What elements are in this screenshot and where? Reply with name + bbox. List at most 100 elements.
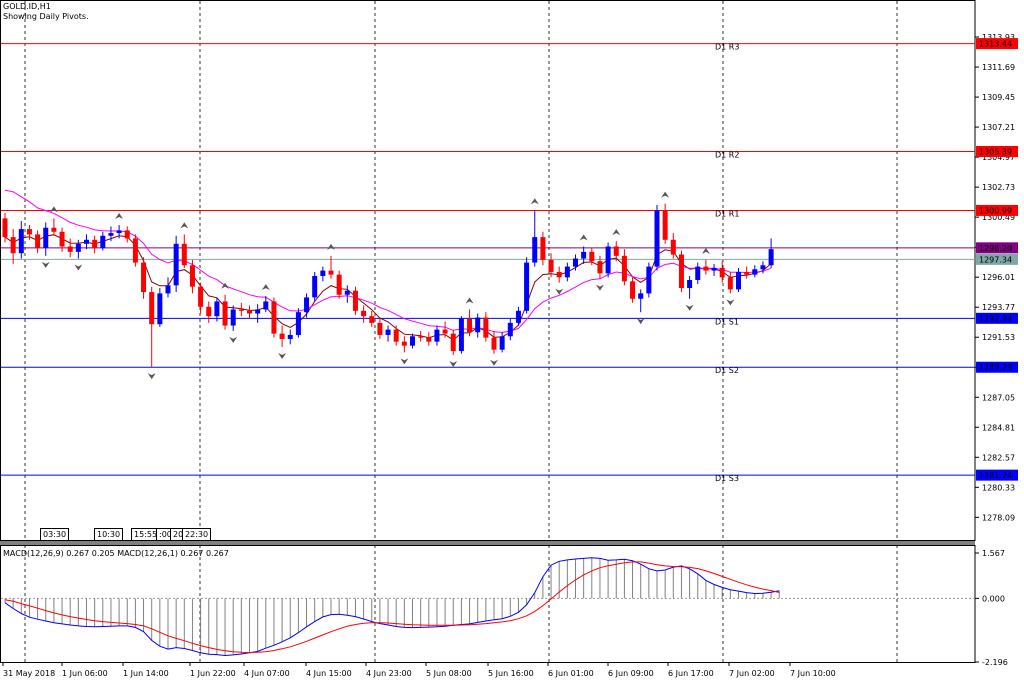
candle-body <box>84 239 89 244</box>
session-time-box: 10:30 <box>94 528 124 541</box>
candle-body <box>132 238 138 263</box>
candle-body <box>2 218 8 238</box>
price-axis[interactable]: 1313.93 1311.69 1309.45 1307.21 1304.97 1302.… <box>975 33 1018 667</box>
candle-body <box>59 231 65 247</box>
symbol-title: GOLD.ID,H1 <box>3 2 51 11</box>
candle-body <box>263 301 269 310</box>
panel-separator <box>0 541 975 545</box>
candle-body <box>703 266 709 271</box>
pivot-name: D1 S1 <box>715 317 739 326</box>
candle-body <box>10 237 16 254</box>
fractal-down-arrow <box>147 373 156 380</box>
pivot-price-badge <box>976 361 1018 373</box>
candle-body <box>678 254 684 289</box>
candle-body <box>752 269 758 275</box>
candle-body <box>695 266 701 280</box>
candle-body <box>621 255 627 282</box>
fractal-down-arrow <box>74 264 83 271</box>
candle-body <box>540 237 546 260</box>
candle-body <box>654 210 660 267</box>
pivot-name: D1 R1 <box>715 209 739 218</box>
fractal-arrows <box>41 191 735 380</box>
time-axis[interactable]: 31 May 2018 1 Jun 06:00 1 Jun 14:00 1 Jun 2… <box>2 662 836 678</box>
candle-body <box>35 234 41 248</box>
pivot-price-badge <box>976 38 1018 50</box>
candle-body <box>418 336 424 338</box>
pivot-lines: D1 R3 D1 R2 D1 R1 D1 S1 D1 S2 D1 S3 <box>1 43 975 483</box>
candle-body <box>483 317 489 338</box>
candle-body <box>719 267 725 278</box>
candle-body <box>605 246 611 274</box>
candle-body <box>491 337 497 350</box>
candle-body <box>173 243 179 286</box>
candle-body <box>410 336 415 346</box>
fractal-down-arrow <box>278 353 287 360</box>
candle-body <box>670 239 676 255</box>
candle-body <box>393 329 399 342</box>
time-tick-label: 1 Jun 06:00 <box>62 669 108 678</box>
time-tick-label: 5 Jun 16:00 <box>488 669 534 678</box>
candles[interactable] <box>2 203 774 368</box>
candle-body <box>581 251 587 259</box>
fractal-up-arrow <box>327 243 335 250</box>
candle-body <box>344 290 350 295</box>
time-tick-label: 4 Jun 23:00 <box>366 669 412 678</box>
pivot-price-badge <box>976 469 1018 481</box>
time-tick-label: 6 Jun 09:00 <box>608 669 654 678</box>
macd-tick-label: -2.196 <box>982 658 1008 667</box>
bid-price-badge <box>976 253 1018 265</box>
candle-body <box>467 318 473 333</box>
candle-body <box>442 329 448 334</box>
candle-body <box>638 293 644 299</box>
fractal-down-arrow <box>636 318 645 325</box>
candle-body <box>377 322 383 335</box>
pivot-price-label: 1298.20 <box>979 244 1012 253</box>
candle-body <box>100 235 106 248</box>
candle-body <box>165 285 171 294</box>
fractal-down-arrow <box>555 288 564 295</box>
price-tick-label: 1307.21 <box>982 123 1015 132</box>
candle-body <box>247 310 252 314</box>
candle-body <box>181 243 187 266</box>
candle-body <box>499 336 505 350</box>
price-tick-label: 1309.45 <box>982 93 1015 102</box>
candle-body <box>312 275 318 298</box>
candle-body <box>279 333 285 339</box>
candle-body <box>157 293 163 325</box>
session-time-box: 03:30 <box>40 528 70 541</box>
fractal-up-arrow <box>530 198 539 205</box>
price-tick-label: 1296.01 <box>982 273 1015 282</box>
candle-body <box>597 261 603 274</box>
candle-body <box>515 310 521 323</box>
candle-body <box>295 312 301 335</box>
candle-body <box>51 227 57 232</box>
candle-body <box>556 271 562 278</box>
candle-body <box>320 270 326 276</box>
macd-panel[interactable] <box>1 557 975 657</box>
candle-body <box>214 301 220 317</box>
candle-body <box>43 227 49 248</box>
time-tick-label: 4 Jun 15:00 <box>306 669 352 678</box>
fractal-up-arrow <box>115 213 124 220</box>
candle-body <box>206 306 212 317</box>
candle-body <box>548 259 554 272</box>
candle-body <box>768 249 774 266</box>
candle-body <box>108 233 114 236</box>
price-tick-label: 1284.81 <box>982 423 1015 432</box>
fractal-up-arrow <box>49 206 58 213</box>
fractal-up-arrow <box>261 284 270 291</box>
candle-body <box>564 266 570 278</box>
fractal-down-arrow <box>41 261 50 268</box>
candle-body <box>613 246 619 256</box>
macd-indicator-label: MACD(12,26,9) 0.267 0.205 MACD(12,26,1) … <box>3 549 229 558</box>
pivot-name: D1 R2 <box>715 150 739 159</box>
pivot-price-badge <box>976 145 1018 157</box>
price-tick-label: 1311.69 <box>982 63 1015 72</box>
pivot-name: D1 S3 <box>715 474 739 483</box>
candle-body <box>507 322 513 337</box>
candle-body <box>385 329 391 335</box>
fractal-down-arrow <box>229 336 238 343</box>
candle-body <box>524 262 530 311</box>
fractal-up-arrow <box>180 222 189 229</box>
